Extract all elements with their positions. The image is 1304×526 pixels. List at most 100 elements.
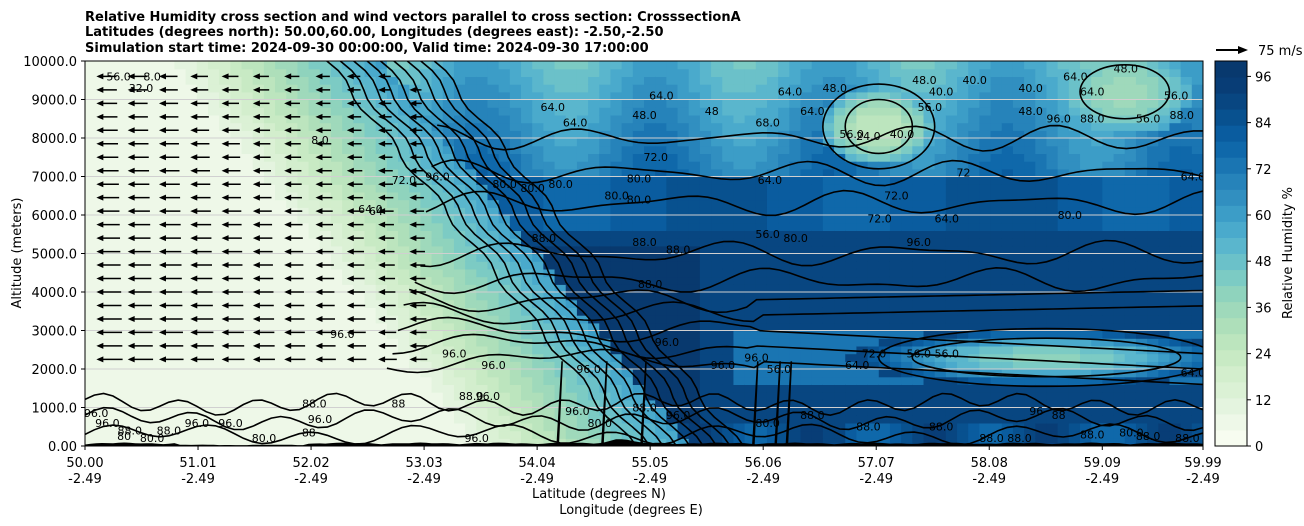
- humidity-cell: [386, 176, 399, 185]
- humidity-cell: [207, 99, 220, 108]
- humidity-cell: [286, 353, 299, 362]
- humidity-cell: [979, 284, 992, 293]
- humidity-cell: [364, 191, 377, 201]
- humidity-cell: [1135, 161, 1148, 170]
- humidity-cell: [867, 253, 880, 262]
- humidity-cell: [878, 176, 891, 185]
- humidity-cell: [241, 168, 254, 178]
- humidity-cell: [990, 207, 1003, 216]
- humidity-cell: [386, 438, 399, 446]
- humidity-cell: [666, 299, 679, 308]
- humidity-cell: [644, 207, 656, 216]
- humidity-cell: [442, 415, 455, 424]
- humidity-cell: [453, 68, 466, 77]
- humidity-cell: [588, 230, 600, 239]
- humidity-cell: [811, 422, 824, 432]
- humidity-cell: [588, 261, 600, 270]
- humidity-cell: [207, 292, 220, 301]
- humidity-cell: [107, 369, 120, 378]
- humidity-cell: [185, 330, 198, 339]
- humidity-cell: [811, 68, 824, 77]
- humidity-cell: [1001, 161, 1014, 170]
- humidity-cell: [118, 122, 131, 131]
- humidity-cell: [85, 415, 97, 424]
- humidity-cell: [957, 138, 969, 147]
- humidity-cell: [878, 307, 891, 316]
- humidity-cell: [330, 91, 343, 101]
- humidity-cell: [453, 114, 466, 124]
- humidity-cell: [241, 345, 254, 355]
- humidity-cell: [174, 415, 187, 424]
- humidity-cell: [375, 376, 388, 385]
- humidity-cell: [96, 199, 108, 208]
- humidity-cell: [185, 276, 198, 285]
- humidity-cell: [1102, 215, 1115, 224]
- humidity-cell: [1158, 61, 1171, 70]
- humidity-cell: [107, 76, 120, 85]
- humidity-cell: [386, 61, 399, 70]
- humidity-cell: [755, 168, 768, 178]
- humidity-cell: [945, 245, 958, 255]
- humidity-cell: [733, 76, 746, 85]
- humidity-cell: [1035, 322, 1048, 332]
- humidity-cell: [465, 345, 477, 355]
- humidity-cell: [968, 392, 980, 401]
- humidity-cell: [655, 99, 667, 108]
- humidity-cell: [554, 268, 567, 278]
- humidity-cell: [632, 99, 645, 108]
- humidity-cell: [565, 61, 578, 70]
- humidity-cell: [275, 61, 287, 70]
- humidity-fill-layer: [85, 61, 1203, 446]
- humidity-cell: [1191, 130, 1203, 139]
- humidity-cell: [152, 222, 164, 231]
- humidity-cell: [431, 284, 444, 293]
- humidity-cell: [834, 184, 846, 193]
- humidity-cell: [588, 161, 600, 170]
- humidity-cell: [532, 369, 544, 378]
- humidity-cell: [308, 415, 321, 424]
- humidity-cell: [923, 261, 936, 270]
- humidity-cell: [699, 315, 712, 324]
- humidity-cell: [174, 330, 187, 339]
- humidity-cell: [968, 153, 980, 162]
- humidity-cell: [342, 415, 354, 424]
- humidity-cell: [1012, 107, 1025, 116]
- humidity-cell: [811, 230, 824, 239]
- humidity-cell: [476, 422, 489, 432]
- humidity-cell: [174, 168, 187, 178]
- humidity-cell: [85, 238, 97, 247]
- humidity-cell: [342, 353, 354, 362]
- humidity-cell: [744, 253, 757, 262]
- humidity-cell: [1135, 107, 1148, 116]
- humidity-cell: [822, 184, 835, 193]
- humidity-cell: [979, 253, 992, 262]
- humidity-cell: [990, 330, 1003, 339]
- humidity-cell: [576, 168, 589, 178]
- humidity-cell: [1035, 184, 1048, 193]
- humidity-cell: [409, 199, 421, 208]
- humidity-cell: [677, 361, 690, 370]
- humidity-cell: [901, 330, 913, 339]
- humidity-cell: [431, 207, 444, 216]
- humidity-cell: [1080, 438, 1092, 446]
- humidity-cell: [800, 392, 813, 401]
- humidity-cell: [834, 438, 846, 446]
- humidity-cell: [565, 407, 578, 416]
- humidity-cell: [699, 299, 712, 308]
- humidity-cell: [1046, 369, 1059, 378]
- humidity-cell: [1068, 161, 1081, 170]
- humidity-cell: [207, 61, 220, 70]
- humidity-cell: [1180, 438, 1193, 446]
- humidity-cell: [800, 376, 813, 385]
- humidity-cell: [96, 184, 108, 193]
- humidity-cell: [353, 422, 366, 432]
- humidity-cell: [1135, 299, 1148, 308]
- humidity-cell: [677, 422, 690, 432]
- humidity-cell: [733, 138, 746, 147]
- humidity-cell: [923, 91, 936, 101]
- humidity-cell: [275, 161, 287, 170]
- humidity-cell: [688, 369, 701, 378]
- humidity-cell: [1035, 168, 1048, 178]
- humidity-cell: [1012, 376, 1025, 385]
- humidity-cell: [465, 191, 477, 201]
